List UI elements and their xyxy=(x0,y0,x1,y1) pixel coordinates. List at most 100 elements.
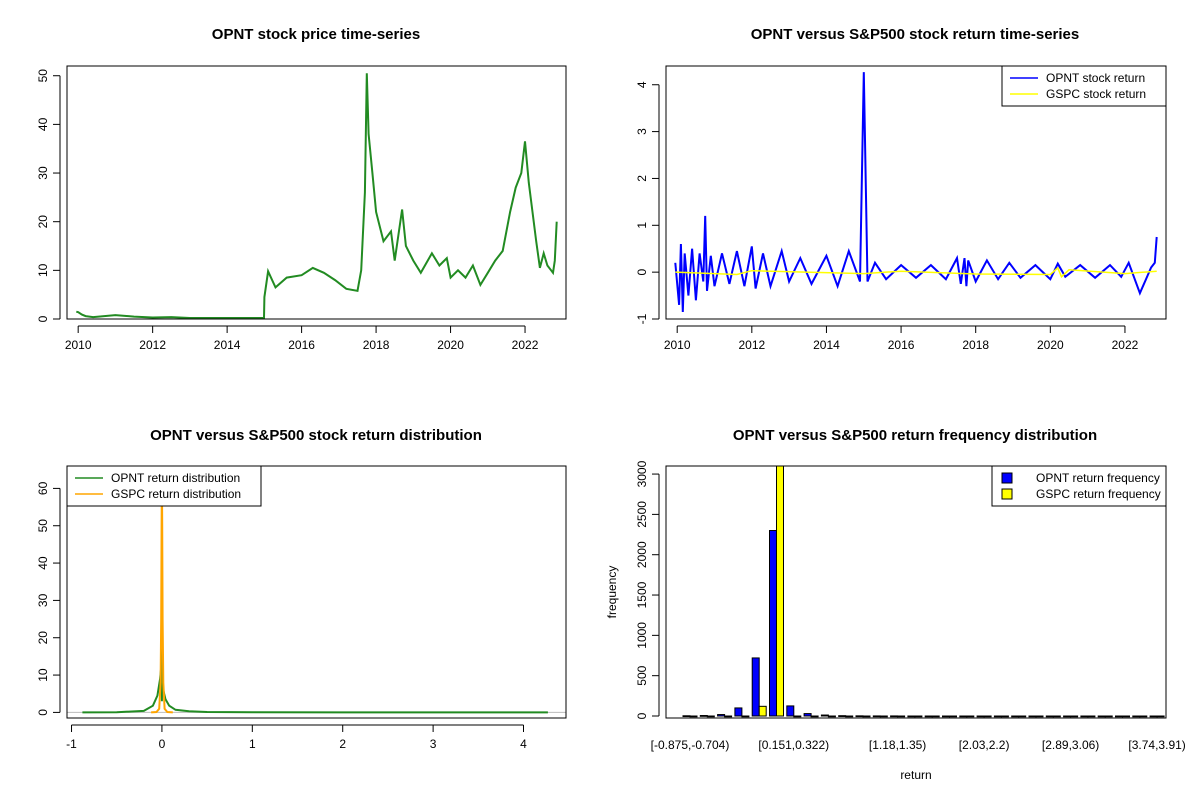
plot-frame xyxy=(66,465,567,719)
bar-opnt xyxy=(820,714,829,717)
bar-opnt xyxy=(1149,715,1158,718)
y-tick-label: 60 xyxy=(36,481,50,495)
y-tick-label: 20 xyxy=(36,631,50,645)
bar-opnt xyxy=(699,715,708,717)
plot-frame xyxy=(665,465,1167,719)
bar-gspc xyxy=(914,715,923,718)
legend-label: OPNT return distribution xyxy=(111,471,240,485)
panel-return-frequency: OPNT versus S&P500 return frequency dist… xyxy=(605,427,1199,782)
bar-gspc xyxy=(1035,715,1044,718)
y-tick-label: 10 xyxy=(36,668,50,682)
y-tick-label: 0 xyxy=(36,709,50,716)
x-tick-label: 2016 xyxy=(288,338,315,352)
x-tick-label: [-0.875,-0.704) xyxy=(651,738,730,752)
bar-gspc xyxy=(1052,715,1061,718)
y-tick-label: 1000 xyxy=(635,622,649,649)
bar-opnt xyxy=(682,715,691,718)
legend-label: GSPC return distribution xyxy=(111,487,241,501)
bar-opnt xyxy=(1167,716,1174,717)
chart-title: OPNT stock price time-series xyxy=(212,26,420,43)
series-line-opnt-density xyxy=(82,641,548,714)
bar-opnt xyxy=(890,715,899,718)
y-tick-label: 40 xyxy=(36,556,50,570)
bar-gspc xyxy=(1174,716,1181,717)
bar-gspc xyxy=(758,705,767,717)
legend-swatch xyxy=(1001,472,1013,484)
bar-opnt xyxy=(1028,715,1037,718)
bar-opnt xyxy=(838,715,847,717)
bar-gspc xyxy=(706,715,715,718)
y-tick-label: 2 xyxy=(635,175,649,182)
bar-opnt xyxy=(1185,716,1192,717)
bar-gspc xyxy=(724,715,733,718)
y-tick-label: -1 xyxy=(635,313,649,324)
bar-opnt xyxy=(734,707,743,717)
chart-title: OPNT versus S&P500 stock return time-ser… xyxy=(751,26,1079,43)
bar-gspc xyxy=(741,715,750,718)
bar-opnt xyxy=(993,715,1002,718)
bar-gspc xyxy=(1192,716,1199,717)
y-tick-label: 0 xyxy=(36,315,50,322)
bar-gspc xyxy=(862,715,871,718)
bar-gspc xyxy=(1122,715,1130,718)
bar-opnt xyxy=(907,715,916,718)
bar-gspc xyxy=(689,715,698,718)
y-tick-label: 1500 xyxy=(635,581,649,608)
x-tick-label: 2014 xyxy=(813,338,840,352)
legend-box xyxy=(991,465,1167,507)
bar-opnt xyxy=(751,657,760,717)
bar-gspc xyxy=(776,466,784,717)
x-tick-label: 1 xyxy=(249,737,256,751)
x-tick-label: 3 xyxy=(430,737,437,751)
x-tick-label: 2020 xyxy=(1037,338,1064,352)
x-tick-label: [1.18,1.35) xyxy=(869,738,926,752)
bar-opnt xyxy=(1080,715,1089,718)
x-tick-label: [3.74,3.91) xyxy=(1128,738,1185,752)
x-tick-label: 2010 xyxy=(65,338,92,352)
y-tick-label: 3000 xyxy=(635,460,649,487)
legend-box xyxy=(66,465,262,507)
y-tick-label: 2000 xyxy=(635,541,649,568)
bar-gspc xyxy=(1156,715,1165,718)
bar-gspc xyxy=(931,715,940,718)
plot-area xyxy=(67,477,566,714)
bar-gspc xyxy=(793,715,802,718)
series-line-opnt-return xyxy=(674,72,1158,313)
y-tick-label: 40 xyxy=(36,117,50,131)
legend-swatch xyxy=(1001,488,1013,500)
bar-opnt xyxy=(1132,715,1141,718)
x-tick-label: 2016 xyxy=(888,338,915,352)
x-tick-label: 2 xyxy=(339,737,346,751)
bar-gspc xyxy=(949,715,957,718)
x-tick-label: -1 xyxy=(66,737,77,751)
chart-title: OPNT versus S&P500 return frequency dist… xyxy=(733,427,1097,444)
bar-opnt xyxy=(717,714,726,717)
bar-opnt xyxy=(924,715,933,718)
bar-gspc xyxy=(810,715,819,718)
bar-gspc xyxy=(827,715,836,718)
bar-opnt xyxy=(1063,715,1072,718)
bar-opnt xyxy=(976,715,985,718)
y-tick-label: 20 xyxy=(36,215,50,229)
legend-label: GSPC stock return xyxy=(1046,87,1146,101)
legend-label: OPNT stock return xyxy=(1046,71,1145,85)
x-tick-label: 2022 xyxy=(1112,338,1139,352)
x-tick-label: 2012 xyxy=(139,338,166,352)
y-tick-label: 0 xyxy=(635,268,649,275)
chart-title: OPNT versus S&P500 stock return distribu… xyxy=(150,427,482,444)
bar-gspc xyxy=(1139,715,1148,718)
bar-gspc xyxy=(897,715,906,718)
bar-opnt xyxy=(1011,715,1020,718)
y-tick-label: 50 xyxy=(36,519,50,533)
panel-return-timeseries: OPNT versus S&P500 stock return time-ser… xyxy=(635,26,1167,352)
plot-frame xyxy=(665,65,1167,320)
y-tick-label: 3 xyxy=(635,128,649,135)
y-tick-label: 4 xyxy=(635,81,649,88)
bar-gspc xyxy=(1070,715,1079,718)
x-tick-label: 2022 xyxy=(512,338,539,352)
y-tick-label: 0 xyxy=(635,712,649,719)
x-tick-label: [2.89,3.06) xyxy=(1042,738,1099,752)
y-tick-label: 500 xyxy=(635,665,649,685)
